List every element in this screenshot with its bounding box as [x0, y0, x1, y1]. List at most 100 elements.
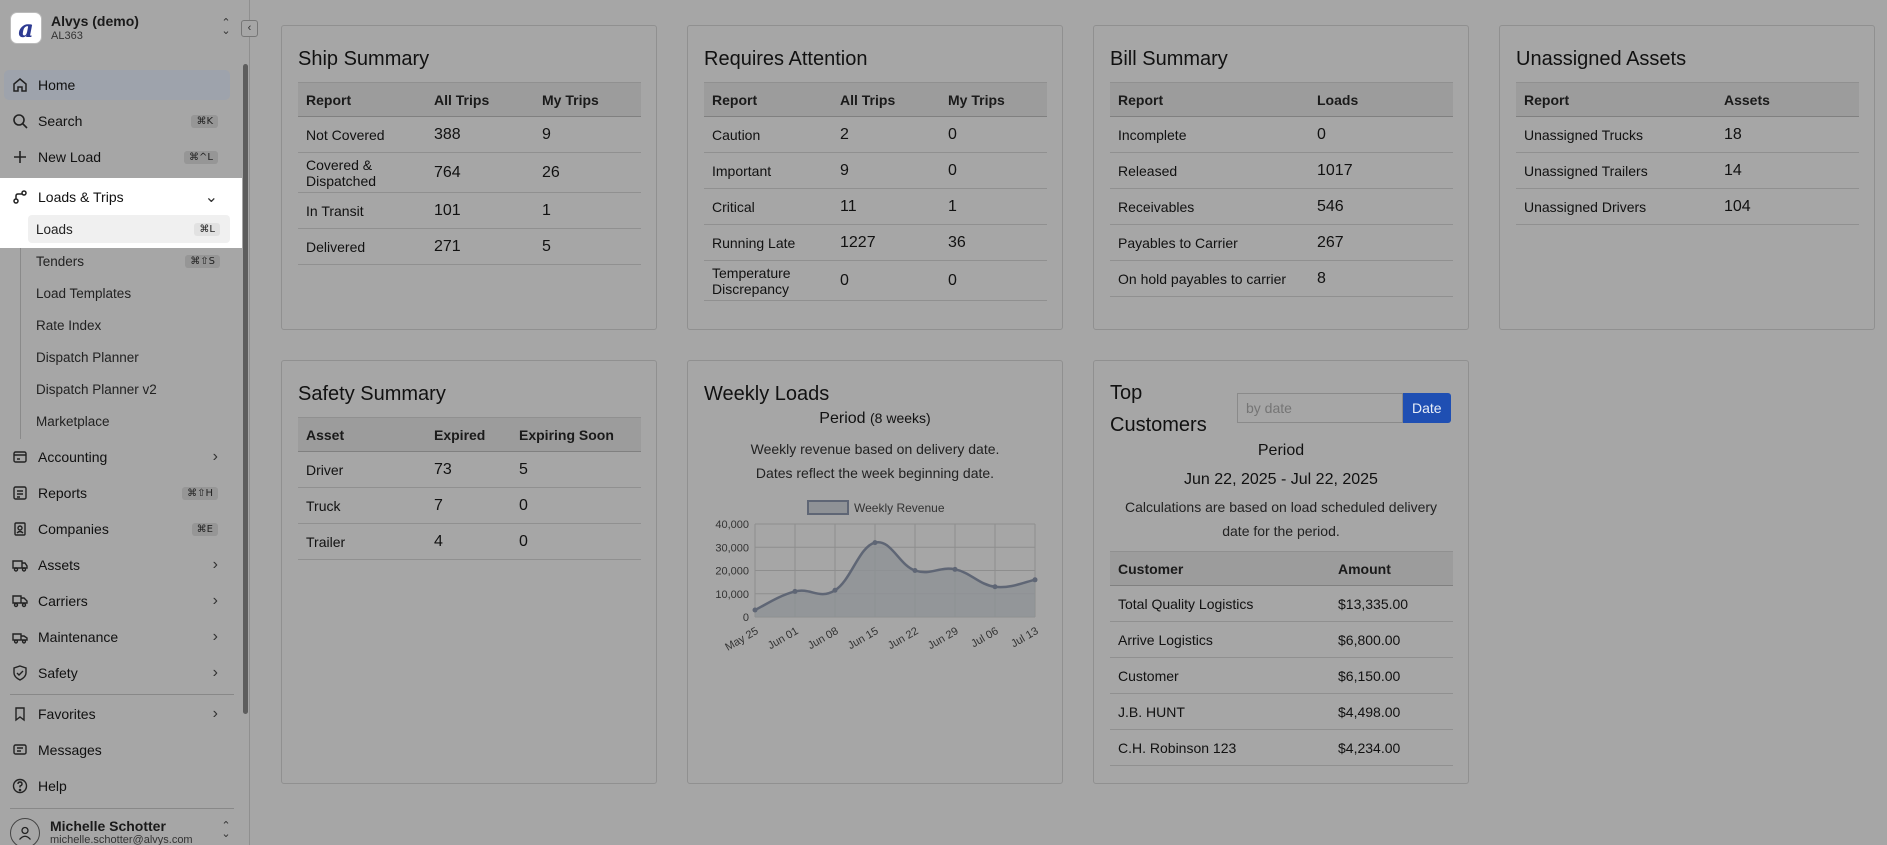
user-menu[interactable]: Michelle Schotter michelle.schotter@alvy…: [10, 818, 232, 845]
table-row[interactable]: Temperature Discrepancy 0 0: [704, 260, 1047, 301]
table-row[interactable]: Incomplete 0: [1110, 116, 1453, 153]
card-title-line: Customers: [1110, 414, 1207, 436]
sidebar-subitem-marketplace[interactable]: Marketplace: [28, 407, 230, 435]
column-header: Expiring Soon: [511, 417, 641, 452]
sidebar-scrollbar[interactable]: [243, 64, 248, 714]
weekly-loads-card: Weekly Loads Period (8 weeks) Weekly rev…: [687, 360, 1063, 784]
x-tick-label: Jun 22: [886, 625, 921, 652]
x-tick-label: Jul 06: [969, 625, 1000, 650]
sidebar-item-loads-trips[interactable]: Loads & Trips ⌄: [4, 182, 230, 212]
sidebar-subitem-rate-index[interactable]: Rate Index: [28, 311, 230, 339]
table-row[interactable]: Receivables 546: [1110, 188, 1453, 225]
value-cell: 104: [1716, 188, 1859, 225]
card-title: Top Customers: [1110, 377, 1207, 441]
period-range: Jun 22, 2025 - Jul 22, 2025: [1184, 471, 1378, 488]
table-row[interactable]: Important 9 0: [704, 152, 1047, 189]
table-row[interactable]: C.H. Robinson 123 $4,234.00: [1110, 729, 1453, 766]
value-cell: 73: [426, 451, 511, 488]
chevron-updown-icon: ⌃ ⌄: [221, 820, 231, 840]
table-row[interactable]: Total Quality Logistics $13,335.00: [1110, 585, 1453, 622]
sidebar-item-reports[interactable]: Reports ⌘⇧H: [4, 478, 230, 508]
customer-cell: Customer: [1110, 657, 1330, 694]
table-row[interactable]: J.B. HUNT $4,498.00: [1110, 693, 1453, 730]
user-avatar-icon: [10, 818, 40, 845]
table-row[interactable]: Payables to Carrier 267: [1110, 224, 1453, 261]
sidebar-subitem-label: Tenders: [36, 253, 85, 269]
requires-attention-table: Report All Trips My Trips Caution 2 0 Impo…: [704, 82, 1047, 301]
value-cell: 0: [832, 260, 940, 301]
table-row[interactable]: Running Late 1227 36: [704, 224, 1047, 261]
collapse-sidebar-button[interactable]: ‹: [241, 20, 258, 37]
unassigned-assets-card: Unassigned Assets Report Assets Unassign…: [1499, 25, 1875, 330]
sidebar-item-safety[interactable]: Safety ›: [4, 658, 230, 688]
table-row[interactable]: On hold payables to carrier 8: [1110, 260, 1453, 297]
table-row[interactable]: Delivered 271 5: [298, 228, 641, 265]
y-tick-label: 0: [743, 612, 749, 624]
alvys-logo: a: [10, 12, 42, 44]
sidebar-subitem-load-templates[interactable]: Load Templates: [28, 279, 230, 307]
table-row[interactable]: Arrive Logistics $6,800.00: [1110, 621, 1453, 658]
sidebar-item-search[interactable]: Search ⌘K: [4, 106, 230, 136]
column-header: My Trips: [940, 82, 1047, 117]
sidebar-subitem-label: Loads: [36, 221, 73, 237]
period-weeks: (8 weeks): [870, 410, 931, 426]
table-row[interactable]: Driver 73 5: [298, 451, 641, 488]
date-button[interactable]: Date: [1403, 393, 1451, 423]
sidebar-subitem-tenders[interactable]: Tenders ⌘⇧S: [28, 247, 230, 275]
sidebar-item-maintenance[interactable]: Maintenance ›: [4, 622, 230, 652]
value-cell: 0: [940, 152, 1047, 189]
card-title: Unassigned Assets: [1516, 48, 1687, 70]
route-icon: [10, 187, 30, 207]
sidebar-subitem-dispatch-planner-v2[interactable]: Dispatch Planner v2: [28, 375, 230, 403]
table-row[interactable]: Unassigned Drivers 104: [1516, 188, 1859, 225]
sidebar-item-label: Carriers: [38, 593, 88, 609]
table-row[interactable]: Critical 11 1: [704, 188, 1047, 225]
sidebar-item-label: Reports: [38, 485, 88, 501]
chevron-updown-icon[interactable]: ⌃ ⌄: [221, 17, 231, 37]
table-row[interactable]: Customer $6,150.00: [1110, 657, 1453, 694]
date-input[interactable]: [1237, 393, 1403, 423]
x-tick-label: Jun 01: [766, 625, 801, 652]
value-cell: 267: [1309, 224, 1453, 261]
data-point: [1032, 577, 1038, 583]
table-row[interactable]: Covered & Dispatched 764 26: [298, 152, 641, 193]
sidebar-item-companies[interactable]: Companies ⌘E: [4, 514, 230, 544]
column-header: Amount: [1330, 551, 1453, 586]
chevron-right-icon: ›: [212, 448, 218, 465]
sidebar-item-home[interactable]: Home: [4, 70, 230, 100]
user-email: michelle.schotter@alvys.com: [50, 834, 193, 845]
table-row[interactable]: Unassigned Trucks 18: [1516, 116, 1859, 153]
help-icon: [10, 776, 30, 796]
value-cell: 9: [832, 152, 940, 189]
table-row[interactable]: Trailer 4 0: [298, 523, 641, 560]
sidebar-subitem-loads[interactable]: Loads ⌘L: [28, 215, 230, 243]
report-cell: Caution: [704, 116, 832, 153]
sidebar-item-accounting[interactable]: Accounting ›: [4, 442, 230, 472]
sidebar-item-assets[interactable]: Assets ›: [4, 550, 230, 580]
y-tick-label: 30,000: [715, 542, 749, 554]
sidebar-item-favorites[interactable]: Favorites ›: [4, 699, 230, 729]
sidebar-subitem-dispatch-planner[interactable]: Dispatch Planner: [28, 343, 230, 371]
sidebar-item-label: Home: [38, 77, 76, 93]
table-row[interactable]: Truck 7 0: [298, 487, 641, 524]
value-cell: 546: [1309, 188, 1453, 225]
sidebar-item-label: New Load: [38, 149, 102, 165]
sidebar-item-label: Messages: [38, 742, 102, 758]
truck-icon: [10, 555, 30, 575]
sidebar-item-label: Maintenance: [38, 629, 119, 645]
table-row[interactable]: Caution 2 0: [704, 116, 1047, 153]
bill-summary-table: Report Loads Incomplete 0 Released 1017 Re…: [1110, 82, 1453, 297]
sidebar-item-help[interactable]: Help: [4, 771, 230, 801]
sidebar-item-label: Accounting: [38, 449, 108, 465]
customer-cell: Total Quality Logistics: [1110, 585, 1330, 622]
table-row[interactable]: Released 1017: [1110, 152, 1453, 189]
table-row[interactable]: Not Covered 388 9: [298, 116, 641, 153]
asset-cell: Truck: [298, 487, 426, 524]
sidebar-item-carriers[interactable]: Carriers ›: [4, 586, 230, 616]
column-header: Asset: [298, 417, 426, 452]
org-switcher[interactable]: a Alvys (demo) AL363 ⌃ ⌄: [10, 8, 232, 48]
table-row[interactable]: In Transit 101 1: [298, 192, 641, 229]
sidebar-item-new-load[interactable]: New Load ⌘^L: [4, 142, 230, 172]
table-row[interactable]: Unassigned Trailers 14: [1516, 152, 1859, 189]
sidebar-item-messages[interactable]: Messages: [4, 735, 230, 765]
